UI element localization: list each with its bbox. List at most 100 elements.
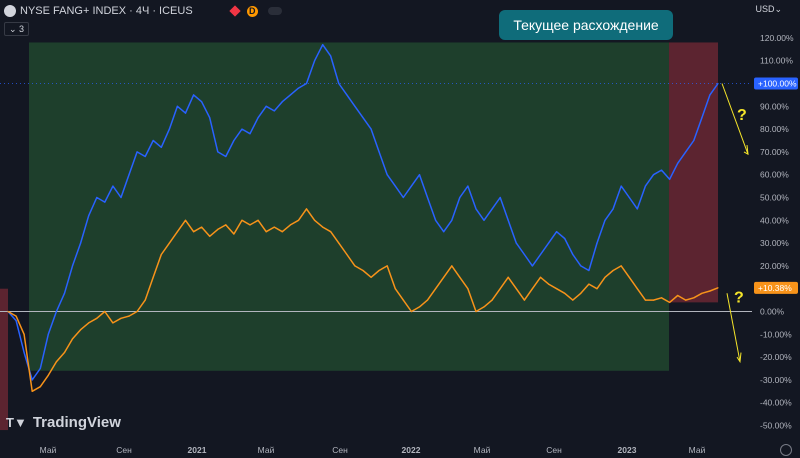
data-point	[71, 265, 74, 267]
symbol-header[interactable]: NYSE FANG+ INDEX · 4Ч · ICEUS D	[4, 4, 282, 18]
x-tick-label: Сен	[332, 445, 348, 455]
data-point	[644, 299, 647, 301]
data-point	[580, 265, 582, 267]
data-point	[241, 128, 243, 130]
data-point	[709, 290, 711, 292]
data-point	[80, 242, 82, 244]
data-point	[7, 310, 9, 313]
chart-grid	[0, 83, 752, 312]
price-label-bg-blue	[754, 77, 798, 90]
data-point	[459, 196, 461, 199]
data-point	[410, 310, 412, 313]
y-tick-label: 20.00%	[760, 261, 789, 271]
data-point	[669, 178, 671, 180]
x-tick-label: 2021	[188, 445, 207, 455]
data-point	[410, 185, 412, 187]
data-point	[160, 253, 162, 256]
question-mark-2: ?	[734, 289, 744, 306]
chart-zones	[0, 42, 718, 431]
x-tick-label: Май	[40, 445, 57, 455]
data-point	[96, 196, 98, 199]
data-point	[168, 128, 170, 130]
data-point	[709, 94, 711, 96]
data-point	[104, 201, 106, 203]
data-point	[168, 242, 170, 244]
data-point	[443, 276, 445, 278]
data-point	[23, 333, 25, 335]
data-point	[556, 231, 558, 233]
x-tick-label: 2023	[618, 445, 637, 455]
data-point	[418, 306, 421, 308]
collapse-indicators-button[interactable]: ⌄ 3	[4, 22, 30, 36]
data-point	[717, 287, 719, 289]
data-point	[620, 185, 622, 187]
data-point	[475, 208, 477, 210]
toggle-icon[interactable]	[267, 7, 282, 15]
data-point	[628, 196, 630, 199]
red-zone	[669, 42, 718, 303]
data-point	[628, 276, 630, 278]
data-point	[370, 276, 372, 278]
data-point	[386, 174, 388, 176]
data-point	[297, 87, 300, 89]
data-point	[548, 242, 550, 244]
data-point	[507, 219, 509, 221]
data-point	[588, 283, 590, 285]
data-point	[15, 320, 17, 322]
data-point	[596, 288, 598, 290]
price-label-orange: +10.38%	[758, 283, 792, 293]
data-point	[580, 292, 582, 294]
data-point	[523, 299, 526, 301]
data-point	[677, 294, 679, 297]
data-point	[636, 208, 638, 210]
data-point	[467, 288, 469, 290]
tradingview-logo-icon: T▼	[6, 415, 27, 430]
data-point	[265, 105, 267, 107]
data-point	[652, 299, 655, 301]
data-point	[548, 283, 550, 285]
x-tick-label: 2022	[402, 445, 421, 455]
data-point	[23, 351, 25, 354]
x-axis: Май Сен 2021 Май Сен 2022 Май Сен 2023 Май	[40, 445, 706, 455]
data-point	[515, 242, 517, 244]
data-point	[55, 310, 58, 313]
data-point	[136, 151, 138, 153]
price-label-blue: +100.00%	[758, 79, 797, 89]
y-tick-label: 40.00%	[760, 215, 789, 225]
data-point	[104, 310, 106, 313]
data-point	[483, 306, 485, 308]
data-point	[685, 151, 687, 153]
data-point	[257, 117, 259, 119]
settings-gear-icon[interactable]	[780, 444, 792, 456]
left-red-zone	[0, 288, 8, 431]
data-point	[265, 231, 267, 233]
data-point	[523, 253, 526, 256]
series-0	[7, 43, 719, 381]
price-label-bg-orange	[754, 281, 798, 294]
data-point	[249, 224, 251, 226]
data-point	[531, 288, 534, 290]
y-tick-label: 60.00%	[760, 170, 789, 180]
data-point	[660, 297, 663, 299]
question-mark-1: ?	[737, 107, 747, 124]
data-point	[556, 288, 558, 290]
series-layer	[7, 43, 719, 393]
data-point	[564, 237, 566, 240]
data-point	[31, 390, 33, 392]
data-point	[209, 235, 211, 237]
data-point	[394, 185, 396, 187]
y-tick-label: -20.00%	[760, 352, 792, 362]
currency-selector[interactable]: USD⌄	[755, 4, 782, 14]
data-point	[370, 128, 372, 130]
data-point	[572, 299, 574, 301]
data-point	[47, 374, 49, 376]
data-point	[144, 299, 146, 301]
y-tick-label: -50.00%	[760, 421, 792, 431]
data-point	[128, 174, 130, 176]
data-point	[39, 386, 41, 388]
data-point	[184, 219, 187, 221]
data-point	[281, 101, 283, 103]
data-point	[459, 276, 461, 278]
data-point	[297, 219, 300, 221]
